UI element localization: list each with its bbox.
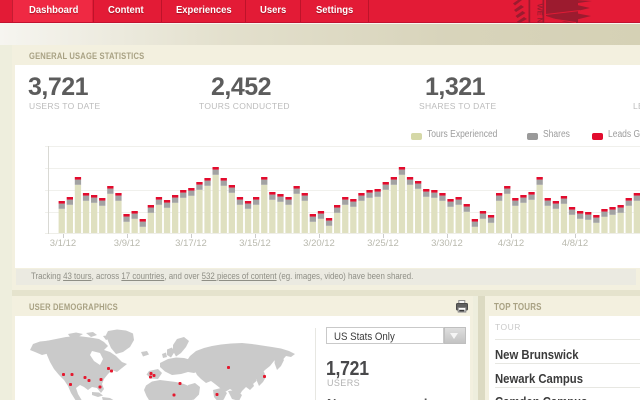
svg-text:W: W — [536, 4, 545, 12]
svg-text:3/25/12: 3/25/12 — [367, 238, 399, 249]
svg-text:E: E — [536, 11, 545, 16]
svg-text:3/1/12: 3/1/12 — [50, 238, 76, 249]
svg-text:3/20/12: 3/20/12 — [303, 238, 335, 249]
svg-text:N: N — [536, 18, 545, 23]
svg-text:4/8/12: 4/8/12 — [562, 238, 588, 249]
svg-text:3/9/12: 3/9/12 — [114, 238, 140, 249]
svg-text:4/3/12: 4/3/12 — [498, 238, 524, 249]
svg-text:3/30/12: 3/30/12 — [431, 238, 463, 249]
svg-text:3/17/12: 3/17/12 — [175, 238, 207, 249]
svg-text:3/15/12: 3/15/12 — [239, 238, 271, 249]
